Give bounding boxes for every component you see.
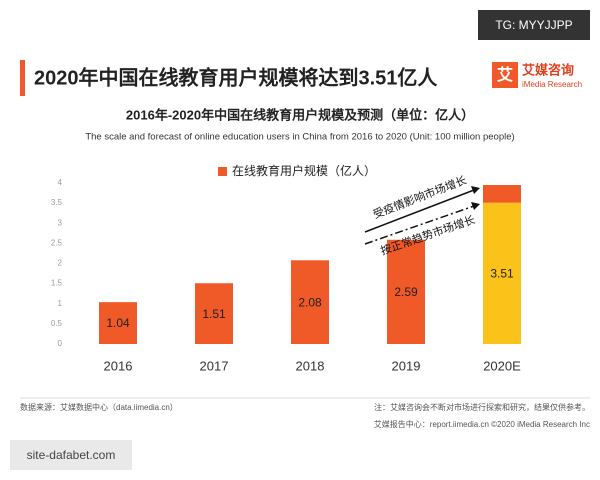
- arrow-head: [471, 186, 480, 194]
- badge: TG: MYYJJPP: [495, 18, 572, 32]
- chart-subtitle: The scale and forecast of online educati…: [85, 132, 514, 143]
- bar: [195, 283, 233, 344]
- note: 注：艾媒咨询会不断对市场进行探索和研究，结果仅供参考。: [374, 402, 590, 412]
- watermark-box: [10, 440, 132, 470]
- bar: [483, 202, 521, 344]
- logo-mark: 艾: [497, 65, 513, 84]
- y-tick-label: 4: [58, 178, 63, 187]
- value-label: 2.59: [394, 285, 418, 299]
- value-label: 3.51: [490, 267, 514, 281]
- value-label: 2.08: [298, 295, 322, 309]
- y-tick-label: 0.5: [51, 319, 63, 328]
- logo-name: 艾媒咨询: [522, 62, 574, 77]
- logo-sub: iMedia Research: [522, 80, 582, 89]
- y-tick-label: 2.5: [51, 238, 63, 247]
- annotation: 受疫情影响市场增长: [371, 173, 468, 222]
- x-tick-label: 2020E: [483, 358, 521, 373]
- bar: [291, 260, 329, 344]
- y-tick-label: 0: [58, 339, 63, 348]
- legend-swatch: [218, 167, 227, 176]
- bar: [99, 302, 137, 344]
- arrow-normal: [364, 205, 475, 245]
- value-label: 1.51: [202, 307, 226, 321]
- bar: [483, 185, 521, 203]
- legend-label: 在线教育用户规模（亿人）: [232, 163, 376, 178]
- page-title: 2020年中国在线教育用户规模将达到3.51亿人: [34, 65, 438, 89]
- bar: [387, 239, 425, 344]
- y-tick-label: 1: [58, 299, 63, 308]
- report: 艾媒报告中心：report.iimedia.cn ©2020 iMedia Re…: [374, 419, 590, 429]
- arrow-epidemic: [364, 189, 475, 233]
- y-tick-label: 2: [58, 259, 63, 268]
- chart-title: 2016年-2020年中国在线教育用户规模及预测（单位：亿人）: [126, 107, 474, 122]
- logo-box: [492, 62, 518, 88]
- arrow-head: [471, 202, 480, 210]
- watermark: site-dafabet.com: [27, 448, 116, 462]
- y-tick-label: 3: [58, 218, 63, 227]
- y-tick-label: 1.5: [51, 279, 63, 288]
- annotation: 按正常趋势市场增长: [379, 212, 477, 257]
- x-tick-label: 2016: [104, 358, 133, 373]
- x-tick-label: 2019: [392, 358, 421, 373]
- badge-box: [478, 10, 590, 40]
- value-label: 1.04: [106, 316, 130, 330]
- x-tick-label: 2017: [200, 358, 229, 373]
- x-tick-label: 2018: [296, 358, 325, 373]
- source: 数据来源：艾媒数据中心（data.iimedia.cn）: [20, 402, 178, 412]
- y-tick-label: 3.5: [51, 198, 63, 207]
- title-accent: [20, 60, 25, 96]
